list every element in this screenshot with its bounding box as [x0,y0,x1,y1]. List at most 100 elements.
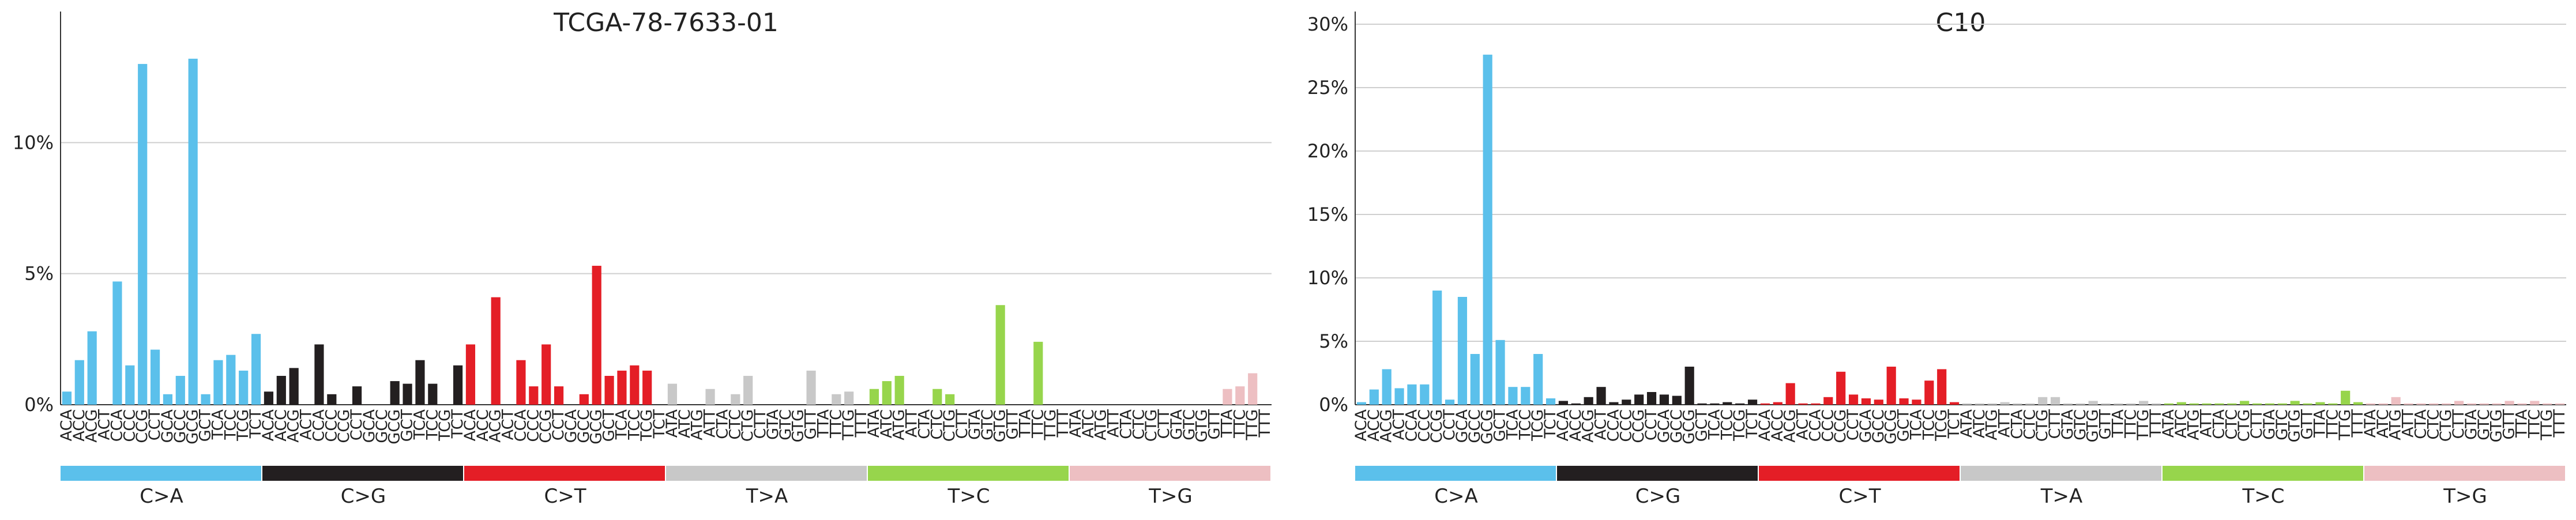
x-tick-label: ACT [1390,409,1408,440]
bar [1924,380,1934,405]
bar [314,344,324,405]
x-tick-label: ACA [1352,409,1370,441]
x-tick-label: ACT [1794,409,1812,440]
x-tick-label: GCT [1693,409,1711,442]
group-band [262,466,463,481]
bar [415,360,425,405]
x-tick-label: GCT [1895,409,1913,442]
x-tick-label: CCG [1428,409,1446,443]
x-tick-label: GTA [1168,409,1186,439]
x-tick-label: TTA [2311,409,2329,438]
x-tick-label: ACG [1781,409,1799,443]
bar [2328,403,2338,405]
x-tick-label: GTT [2097,409,2115,440]
x-tick-label: CCA [1402,409,1420,442]
x-tick-label: CCA [1604,409,1622,442]
x-tick-label: CCA [512,409,529,442]
x-tick-label: TTC [2525,409,2543,439]
x-tick-label: ACG [1378,409,1396,443]
bar [390,381,400,405]
x-tick-label: GTG [2286,409,2304,442]
bar [1382,369,1392,405]
x-tick-label: ATT [2198,409,2216,437]
bar [1886,367,1896,405]
bar [74,360,84,405]
x-tick-label: ACC [1567,409,1585,442]
x-tick-label: GTT [2299,409,2316,440]
bar [175,375,185,405]
x-tick-label: CCC [524,409,542,442]
bar [188,58,198,405]
group-label: C>G [341,485,386,508]
group-label: T>G [1148,485,1193,508]
x-tick-label: TTG [2538,409,2556,440]
x-tick-label: GCA [360,409,378,443]
group-band [61,466,261,481]
bar [541,344,551,405]
x-tick-label: ACA [1554,409,1572,441]
group-label: C>G [1635,485,1681,508]
bar [2479,403,2489,405]
x-tick-label: TTC [2323,409,2341,439]
x-tick-label: TCC [1920,409,1938,440]
x-tick-label: ACT [96,409,114,440]
bar [995,305,1005,405]
x-tick-label: TTG [2134,409,2152,440]
x-tick-label: ATC [676,409,694,438]
bar [2164,403,2174,405]
bar [844,391,854,405]
bar [894,375,904,405]
bar [1584,397,1593,405]
x-tick-label: ACC [1769,409,1787,442]
x-tick-label: CTG [2437,409,2455,442]
bar [731,394,740,405]
bar [2265,403,2275,405]
x-tick-label: CTA [2412,409,2430,439]
x-tick-label: GTA [966,409,984,439]
bar [2454,401,2464,405]
x-tick-label: GTG [2084,409,2102,442]
bar [667,383,678,405]
group-band [1070,466,1270,481]
x-tick-label: ATA [2361,409,2379,438]
bar [1836,371,1846,405]
x-tick-label: TTC [2122,409,2139,439]
x-tick-label: GCT [398,409,416,442]
x-tick-label: CTC [1130,409,1148,440]
bar [1975,403,1984,405]
bar [1634,394,1644,405]
group-band [2364,466,2565,481]
x-tick-label: ACG [487,409,505,443]
x-tick-label: CCC [1617,409,1635,442]
x-tick-label: ATA [663,409,681,438]
group-band [1961,466,2161,481]
group-band [868,466,1069,481]
x-tick-label: GCG [386,409,404,444]
x-tick-label: GCC [1870,409,1887,443]
x-tick-label: GTG [1193,409,1211,442]
bar [2063,403,2073,405]
bar [932,389,942,405]
x-tick-label: GCA [159,409,176,443]
x-tick-label: TTA [2109,409,2127,438]
y-tick-label: 30% [1307,13,1348,35]
x-tick-label: ACA [58,409,76,441]
group-label: T>A [746,485,788,508]
x-tick-label: TCG [234,409,252,442]
bar [1470,354,1480,405]
x-tick-label: CTA [2008,409,2026,439]
bar [2492,403,2502,405]
x-tick-label: TCT [1743,409,1761,439]
bar [1558,401,1569,405]
chart-panel-c10: C10 0% 5% 10% 15% 20% 25% 30% ACA ACC ACG ACT CCA CCC… [1295,0,2576,520]
x-tick-label: GCA [1857,409,1875,443]
x-tick-label: CCG [335,409,353,443]
bar [2038,397,2048,405]
bar [1248,373,1258,405]
bar [163,394,173,405]
x-tick-label: GCG [1882,409,1900,444]
x-tick-label: ATC [2172,409,2190,438]
bar [2315,402,2325,405]
bar [705,389,715,405]
x-tick-label: GTT [2500,409,2518,440]
